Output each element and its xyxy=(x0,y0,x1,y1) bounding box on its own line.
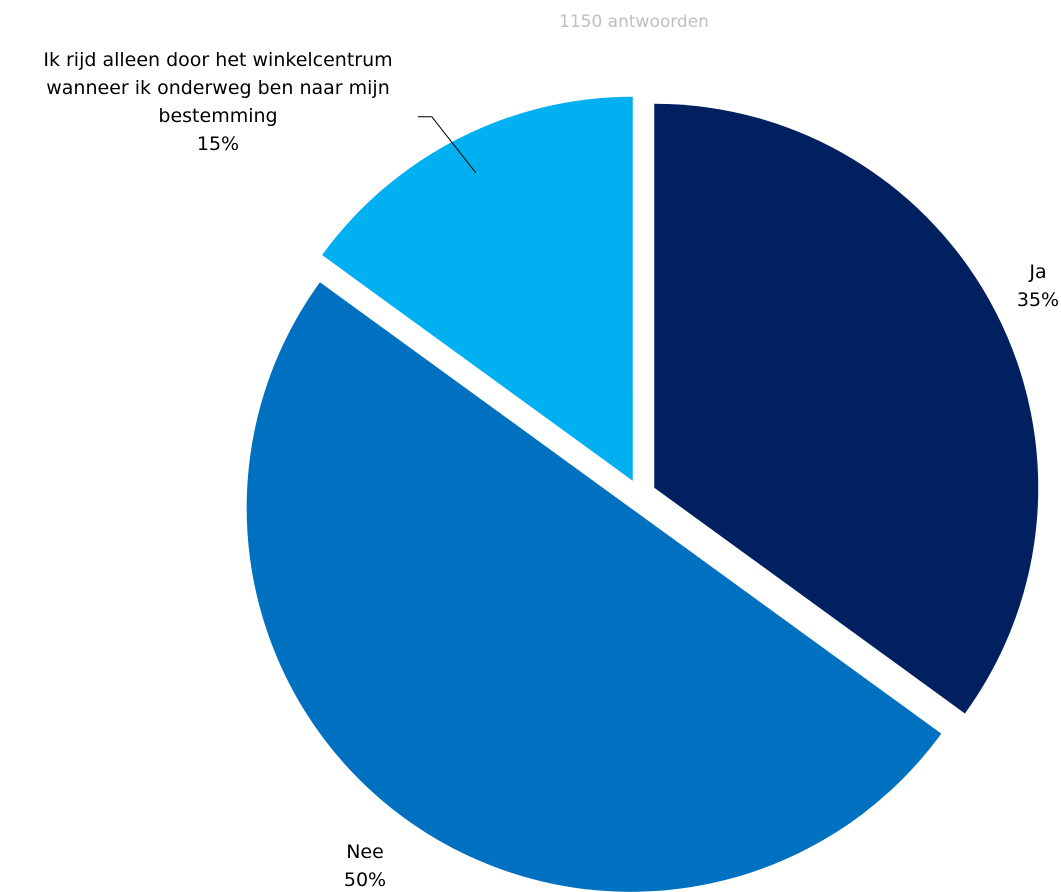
pie-slices xyxy=(246,96,1039,892)
pie-label-2: Nee 50% xyxy=(344,841,386,891)
pie-slice-1 xyxy=(654,103,1039,714)
pie-label-1: Ja 35% xyxy=(1017,261,1059,311)
chart-subtitle: 1150 antwoorden xyxy=(559,12,709,32)
pie-leader-line-3 xyxy=(417,116,477,174)
pie-slice-2 xyxy=(246,282,942,892)
pie-slice-3 xyxy=(322,96,633,481)
pie-label-3: Ik rijd alleen door het winkelcentrum wan… xyxy=(43,49,392,155)
pie-labels: Ja 35% Nee 50% Ik rijd alleen door het winke… xyxy=(43,49,1059,891)
